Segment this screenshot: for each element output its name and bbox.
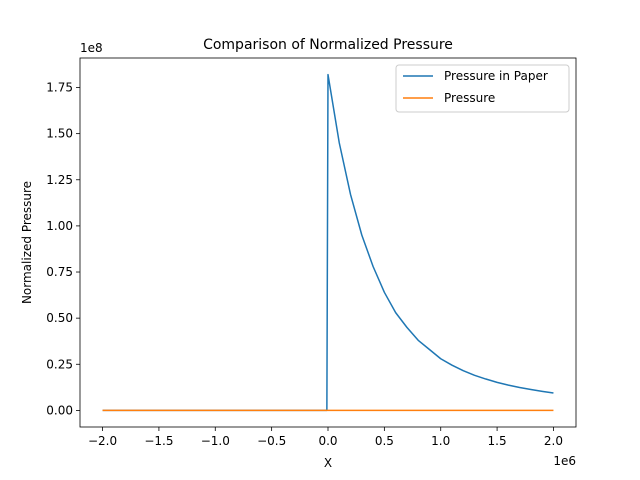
series-layer (102, 73, 554, 412)
x-tick-label: 0.5 (375, 434, 394, 448)
x-tick-label: 1.5 (488, 434, 507, 448)
y-tick-label: 0.75 (46, 265, 73, 279)
chart-title: Comparison of Normalized Pressure (203, 37, 453, 53)
x-tick-label: −2.0 (88, 434, 117, 448)
y-axis-label: Normalized Pressure (20, 181, 34, 304)
y-tick-label: 0.00 (46, 403, 73, 417)
y-tick-label: 1.50 (46, 127, 73, 141)
y-tick-label: 1.25 (46, 173, 73, 187)
legend-label-pressure-in-paper: Pressure in Paper (444, 69, 548, 83)
plot-frame (79, 57, 577, 428)
x-tick-label: 2.0 (544, 434, 563, 448)
y-tick-label: 1.75 (46, 81, 73, 95)
x-tick-label: −1.0 (201, 434, 230, 448)
x-tick-label: 0.0 (318, 434, 337, 448)
y-tick-label: 1.00 (46, 219, 73, 233)
x-tick-label: 1.0 (431, 434, 450, 448)
legend-box (395, 64, 570, 113)
y-tick-label: 0.25 (46, 357, 73, 371)
x-tick-label: −1.5 (144, 434, 173, 448)
x-tick-label: −0.5 (257, 434, 286, 448)
y-offset-label: 1e8 (80, 41, 103, 55)
x-axis-label: X (324, 456, 332, 470)
legend-label-pressure: Pressure (444, 91, 495, 105)
x-offset-label: 1e6 (553, 454, 576, 468)
legend: Pressure in Paper Pressure (395, 64, 570, 113)
series-line-pressure-in-paper (102, 73, 554, 412)
ticks-layer: −2.0 −1.5 −1.0 −0.5 0.0 0.5 1.0 1.5 2.0 0.00 0.25 0… (46, 81, 563, 448)
y-tick-label: 0.50 (46, 311, 73, 325)
